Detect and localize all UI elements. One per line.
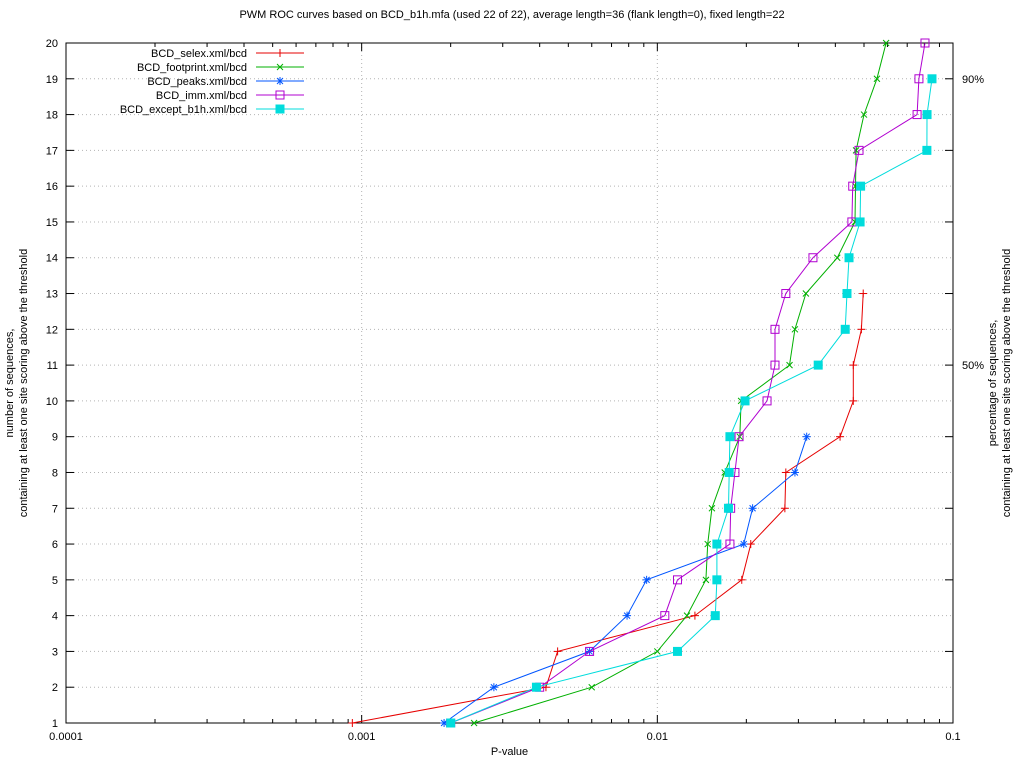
legend: BCD_selex.xml/bcd BCD_footprint.xml/bcd BC… xyxy=(120,48,304,116)
svg-text:BCD_except_b1h.xml/bcd: BCD_except_b1h.xml/bcd xyxy=(120,104,247,116)
svg-text:20: 20 xyxy=(46,38,58,50)
svg-text:0.001: 0.001 xyxy=(348,731,376,743)
legend-item-bcd-except-b1h-xml-bcd: BCD_except_b1h.xml/bcd xyxy=(120,104,304,116)
svg-text:13: 13 xyxy=(46,289,58,301)
svg-text:0.01: 0.01 xyxy=(647,731,668,743)
series-bcd-imm-xml-bcd xyxy=(446,38,930,728)
svg-text:18: 18 xyxy=(46,110,58,122)
series-bcd-except-b1h-xml-bcd xyxy=(446,74,937,728)
svg-text:0.0001: 0.0001 xyxy=(49,731,83,743)
series-bcd-selex-xml-bcd xyxy=(348,289,868,727)
y-axis-label-line2: containing at least one site scoring abo… xyxy=(18,248,30,518)
y2-axis-label: percentage of sequences, containing at l… xyxy=(986,203,1014,563)
svg-text:4: 4 xyxy=(52,611,58,623)
svg-text:10: 10 xyxy=(46,396,58,408)
legend-item-bcd-footprint-xml-bcd: BCD_footprint.xml/bcd xyxy=(137,62,304,74)
svg-text:BCD_peaks.xml/bcd: BCD_peaks.xml/bcd xyxy=(147,76,247,88)
tick-labels: 0.0001 0.001 0.01 0.11234567891011121314151… xyxy=(46,38,984,743)
grid xyxy=(66,43,953,723)
chart-title: PWM ROC curves based on BCD_b1h.mfa (use… xyxy=(239,9,785,21)
legend-item-bcd-selex-xml-bcd: BCD_selex.xml/bcd xyxy=(151,48,304,60)
y2-axis-label-line1: percentage of sequences, xyxy=(987,319,999,447)
legend-item-bcd-peaks-xml-bcd: BCD_peaks.xml/bcd xyxy=(147,76,304,88)
x-axis-label: P-value xyxy=(490,746,529,758)
svg-text:11: 11 xyxy=(47,360,58,372)
svg-text:1: 1 xyxy=(52,718,58,730)
series-bcd-peaks-xml-bcd xyxy=(440,432,811,727)
svg-text:50%: 50% xyxy=(962,360,984,372)
svg-text:12: 12 xyxy=(46,324,58,336)
svg-text:6: 6 xyxy=(52,539,58,551)
svg-text:17: 17 xyxy=(46,145,58,157)
svg-text:14: 14 xyxy=(46,253,58,265)
svg-text:90%: 90% xyxy=(962,74,984,86)
legend-item-bcd-imm-xml-bcd: BCD_imm.xml/bcd xyxy=(156,90,304,102)
svg-text:5: 5 xyxy=(52,575,58,587)
y-axis-label: number of sequences, containing at least… xyxy=(3,203,31,563)
axis-ticks xyxy=(65,42,954,724)
y-axis-label-line1: number of sequences, xyxy=(4,328,16,438)
svg-text:BCD_selex.xml/bcd: BCD_selex.xml/bcd xyxy=(151,48,247,60)
svg-text:7: 7 xyxy=(52,503,58,515)
svg-text:16: 16 xyxy=(46,181,58,193)
y2-axis-label-line2: containing at least one site scoring abo… xyxy=(1001,248,1013,518)
svg-text:3: 3 xyxy=(52,646,58,658)
svg-text:15: 15 xyxy=(46,217,58,229)
svg-text:8: 8 xyxy=(52,467,58,479)
svg-text:BCD_imm.xml/bcd: BCD_imm.xml/bcd xyxy=(156,90,247,102)
svg-text:19: 19 xyxy=(46,74,58,86)
svg-text:BCD_footprint.xml/bcd: BCD_footprint.xml/bcd xyxy=(137,62,247,74)
series-bcd-footprint-xml-bcd xyxy=(470,39,890,727)
svg-text:0.1: 0.1 xyxy=(945,731,960,743)
svg-text:2: 2 xyxy=(52,682,58,694)
plot-border xyxy=(65,42,954,724)
svg-text:9: 9 xyxy=(52,432,58,444)
